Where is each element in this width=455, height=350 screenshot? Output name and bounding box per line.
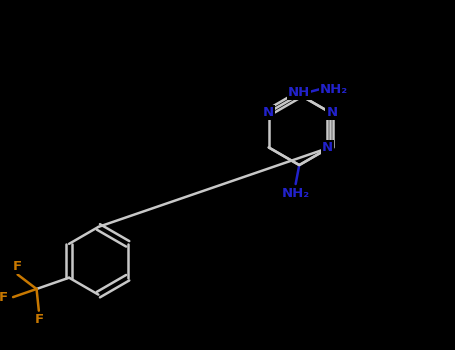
Text: N: N xyxy=(322,141,333,154)
Text: F: F xyxy=(13,260,22,273)
Text: NH₂: NH₂ xyxy=(282,188,310,201)
Text: F: F xyxy=(0,290,8,303)
Text: NH: NH xyxy=(288,86,310,99)
Text: N: N xyxy=(263,106,274,119)
Text: NH₂: NH₂ xyxy=(320,83,348,96)
Text: F: F xyxy=(34,313,43,326)
Text: N: N xyxy=(326,106,338,119)
